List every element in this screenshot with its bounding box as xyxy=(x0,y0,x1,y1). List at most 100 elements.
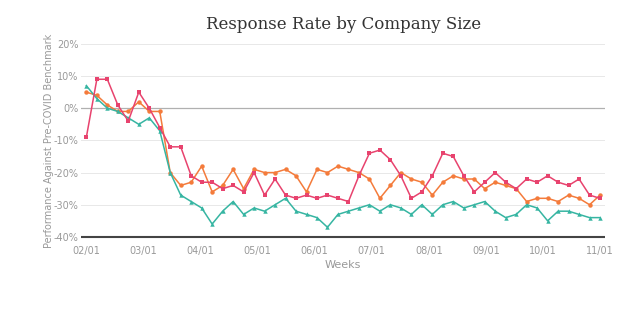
Over 201 xyxy=(387,158,394,162)
26-200 xyxy=(93,97,100,100)
Over 201 xyxy=(261,193,268,197)
26-200 xyxy=(167,171,174,174)
0-25 xyxy=(470,177,478,181)
26-200 xyxy=(512,212,520,216)
0-25 xyxy=(334,164,342,168)
Over 201 xyxy=(376,148,384,152)
Over 201 xyxy=(355,174,363,178)
0-25 xyxy=(439,180,447,184)
26-200 xyxy=(219,209,227,213)
26-200 xyxy=(492,209,499,213)
0-25 xyxy=(219,183,227,187)
Over 201 xyxy=(198,180,205,184)
0-25 xyxy=(597,193,604,197)
Over 201 xyxy=(208,180,216,184)
0-25 xyxy=(313,168,321,171)
0-25 xyxy=(565,193,572,197)
0-25 xyxy=(449,174,457,178)
Over 201 xyxy=(418,190,426,194)
Over 201 xyxy=(407,197,415,200)
26-200 xyxy=(397,206,404,210)
Over 201 xyxy=(481,180,489,184)
26-200 xyxy=(208,222,216,226)
Over 201 xyxy=(397,174,404,178)
0-25 xyxy=(282,168,290,171)
0-25 xyxy=(397,171,404,174)
Over 201 xyxy=(586,193,593,197)
Over 201 xyxy=(93,77,100,81)
Over 201 xyxy=(104,77,111,81)
26-200 xyxy=(135,122,142,126)
0-25 xyxy=(502,183,509,187)
0-25 xyxy=(167,171,174,174)
0-25 xyxy=(492,180,499,184)
Over 201 xyxy=(492,171,499,174)
0-25 xyxy=(292,174,300,178)
Over 201 xyxy=(575,177,583,181)
26-200 xyxy=(230,200,237,203)
0-25 xyxy=(114,110,122,113)
Over 201 xyxy=(125,119,132,123)
26-200 xyxy=(439,203,447,207)
26-200 xyxy=(198,206,205,210)
Over 201 xyxy=(439,151,447,155)
X-axis label: Weeks: Weeks xyxy=(325,260,361,270)
0-25 xyxy=(303,190,310,194)
Over 201 xyxy=(565,183,572,187)
Over 201 xyxy=(460,174,467,178)
26-200 xyxy=(481,200,489,203)
26-200 xyxy=(554,209,562,213)
Over 201 xyxy=(240,190,247,194)
26-200 xyxy=(544,219,552,223)
Over 201 xyxy=(271,177,279,181)
Over 201 xyxy=(512,187,520,191)
26-200 xyxy=(240,212,247,216)
Over 201 xyxy=(554,180,562,184)
Over 201 xyxy=(534,180,541,184)
0-25 xyxy=(544,197,552,200)
0-25 xyxy=(355,171,363,174)
26-200 xyxy=(344,209,352,213)
26-200 xyxy=(429,212,436,216)
0-25 xyxy=(240,187,247,191)
Over 201 xyxy=(470,190,478,194)
26-200 xyxy=(282,197,290,200)
26-200 xyxy=(565,209,572,213)
0-25 xyxy=(586,203,593,207)
Over 201 xyxy=(429,174,436,178)
26-200 xyxy=(114,110,122,113)
26-200 xyxy=(418,203,426,207)
26-200 xyxy=(387,203,394,207)
Over 201 xyxy=(145,106,153,110)
Over 201 xyxy=(324,193,331,197)
Legend: 0-25, 26-200, Over 201: 0-25, 26-200, Over 201 xyxy=(185,311,418,312)
Over 201 xyxy=(292,197,300,200)
Title: Response Rate by Company Size: Response Rate by Company Size xyxy=(206,16,480,33)
26-200 xyxy=(449,200,457,203)
0-25 xyxy=(534,197,541,200)
26-200 xyxy=(355,206,363,210)
0-25 xyxy=(418,180,426,184)
26-200 xyxy=(470,203,478,207)
0-25 xyxy=(250,168,258,171)
0-25 xyxy=(208,190,216,194)
26-200 xyxy=(303,212,310,216)
0-25 xyxy=(82,90,90,94)
0-25 xyxy=(104,103,111,107)
0-25 xyxy=(429,193,436,197)
26-200 xyxy=(156,129,163,133)
26-200 xyxy=(324,225,331,229)
0-25 xyxy=(387,183,394,187)
Over 201 xyxy=(449,155,457,158)
26-200 xyxy=(523,203,530,207)
Over 201 xyxy=(282,193,290,197)
Over 201 xyxy=(82,135,90,139)
26-200 xyxy=(334,212,342,216)
Over 201 xyxy=(597,197,604,200)
26-200 xyxy=(125,116,132,120)
0-25 xyxy=(198,164,205,168)
0-25 xyxy=(344,168,352,171)
Over 201 xyxy=(502,180,509,184)
Over 201 xyxy=(114,103,122,107)
Over 201 xyxy=(366,151,373,155)
